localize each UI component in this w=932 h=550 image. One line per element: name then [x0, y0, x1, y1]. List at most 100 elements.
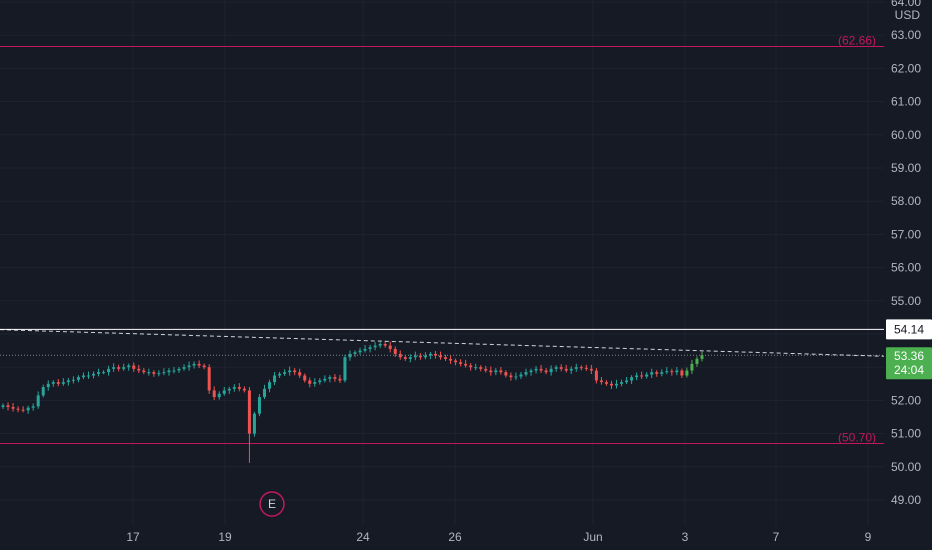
candle-body	[162, 372, 166, 374]
candle-body	[504, 372, 508, 376]
candle-body	[584, 367, 588, 369]
x-tick-label: 7	[773, 530, 780, 544]
candle-body	[51, 382, 55, 384]
candle-body	[574, 367, 578, 369]
candle-body	[403, 357, 407, 359]
x-tick-label: 17	[126, 530, 140, 544]
alert-levels: (62.66) (50.70)	[0, 33, 884, 445]
earnings-marker-label: E	[268, 497, 276, 511]
candle-body	[303, 375, 307, 381]
candle-body	[187, 365, 191, 368]
candle-body	[237, 387, 241, 389]
candle-body	[308, 380, 312, 384]
time-axis[interactable]: 17 19 24 26 Jun 3 7 9	[126, 530, 871, 544]
last-price-tag-label: 53.36	[894, 349, 924, 363]
candle-body	[167, 370, 171, 373]
candle-body	[569, 368, 573, 371]
candle-body	[147, 372, 151, 374]
candle-body	[86, 375, 90, 377]
candle-body	[177, 368, 181, 371]
candle-body	[6, 405, 10, 408]
candle-body	[690, 363, 694, 371]
candle-body	[212, 390, 216, 398]
y-tick-label: 58.00	[891, 194, 921, 208]
candle-body	[650, 372, 654, 375]
candle-body	[660, 372, 664, 374]
price-line-tag[interactable]: 54.14	[886, 319, 932, 340]
candle-body	[71, 379, 75, 381]
candle-body	[323, 378, 327, 381]
candle-body	[16, 408, 20, 410]
candle-body	[31, 406, 35, 408]
candle-body	[418, 355, 422, 358]
x-tick-label: 3	[682, 530, 689, 544]
candle-body	[227, 388, 231, 391]
candle-body	[207, 367, 211, 391]
candle-body	[620, 382, 624, 384]
candle-body	[117, 367, 121, 369]
candle-body	[589, 368, 593, 371]
candle-body	[368, 347, 372, 349]
candle-body	[539, 368, 543, 371]
earnings-marker-circle	[259, 491, 285, 517]
candle-body	[499, 370, 503, 373]
candle-body	[378, 343, 382, 346]
candle-body	[358, 350, 362, 353]
candle-body	[363, 348, 367, 351]
candle-body	[288, 370, 292, 373]
candle-body	[157, 373, 161, 375]
candle-body	[413, 355, 417, 358]
candle-body	[655, 372, 659, 374]
candle-body	[398, 353, 402, 358]
currency-label: USD	[895, 8, 921, 22]
y-tick-label: 52.00	[891, 393, 921, 407]
candle-body	[680, 370, 684, 376]
candle-body	[423, 355, 427, 358]
candle-body	[549, 368, 553, 373]
earnings-marker[interactable]: E	[259, 491, 285, 517]
candle-body	[675, 370, 679, 373]
candle-body	[66, 380, 70, 383]
candle-body	[509, 375, 513, 378]
last-price-tag-bg	[886, 347, 932, 380]
candle-body	[137, 368, 141, 371]
candle-body	[247, 390, 251, 434]
candle-body	[92, 373, 96, 376]
candle-body	[97, 372, 101, 374]
candle-body	[273, 375, 277, 383]
candle-body	[554, 367, 558, 369]
candle-body	[454, 360, 458, 363]
candle-body	[318, 380, 322, 383]
candle-body	[41, 387, 45, 396]
candle-body	[599, 380, 603, 383]
candle-body	[685, 370, 689, 376]
candle-body	[313, 382, 317, 384]
candle-body	[81, 375, 85, 378]
countdown-label: 24:04	[894, 363, 924, 377]
candle-body	[594, 370, 598, 381]
candle-body	[343, 357, 347, 381]
candle-body	[408, 357, 412, 359]
candle-body	[46, 383, 50, 388]
candle-body	[182, 367, 186, 369]
candle-body	[222, 390, 226, 394]
candle-body	[242, 388, 246, 391]
candle-body	[112, 367, 116, 369]
y-tick-label: 60.00	[891, 128, 921, 142]
candle-body	[534, 368, 538, 371]
candle-body	[645, 374, 649, 377]
candle-body	[635, 375, 639, 378]
candle-body	[438, 355, 443, 358]
candle-body	[449, 358, 453, 361]
x-tick-label: Jun	[583, 530, 602, 544]
candle-body	[172, 370, 176, 372]
price-axis[interactable]: 64.00 63.00 62.00 61.00 60.00 59.00 58.00 57.00…	[886, 0, 932, 507]
candle-body	[469, 365, 473, 368]
candle-body	[383, 343, 387, 346]
candle-body	[333, 377, 337, 379]
candle-body	[268, 382, 272, 389]
trendline	[0, 329, 885, 357]
candle-body	[278, 373, 282, 376]
